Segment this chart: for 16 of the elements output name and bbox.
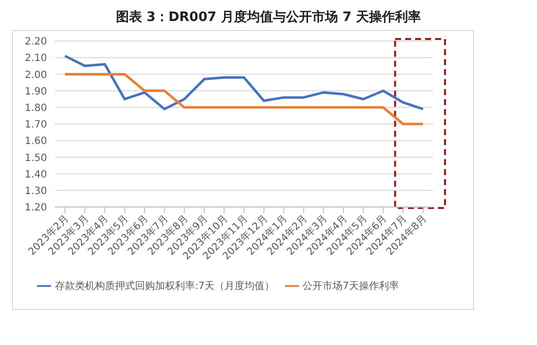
y-tick-label: 1.80	[24, 102, 47, 114]
legend-label: 公开市场7天操作利率	[302, 281, 400, 292]
y-tick-label: 1.60	[24, 136, 47, 148]
y-tick-label: 1.70	[24, 120, 47, 131]
line-series	[64, 72, 424, 126]
y-tick-label: 2.20	[24, 36, 47, 48]
y-tick-label: 2.10	[24, 53, 47, 64]
y-tick-label: 1.90	[24, 86, 47, 98]
y-tick-label: 1.30	[24, 186, 47, 197]
y-tick-label: 1.20	[24, 202, 47, 214]
line-series	[64, 54, 424, 110]
y-tick-label: 1.50	[24, 152, 47, 164]
y-tick-label: 1.40	[24, 169, 47, 180]
y-tick-label: 2.00	[24, 70, 47, 81]
legend-label: 存款类机构质押式回购加权利率:7天（月度均值）	[54, 281, 275, 292]
chart-title: 图表 3：DR007 月度均值与公开市场 7 天操作利率	[114, 8, 422, 27]
